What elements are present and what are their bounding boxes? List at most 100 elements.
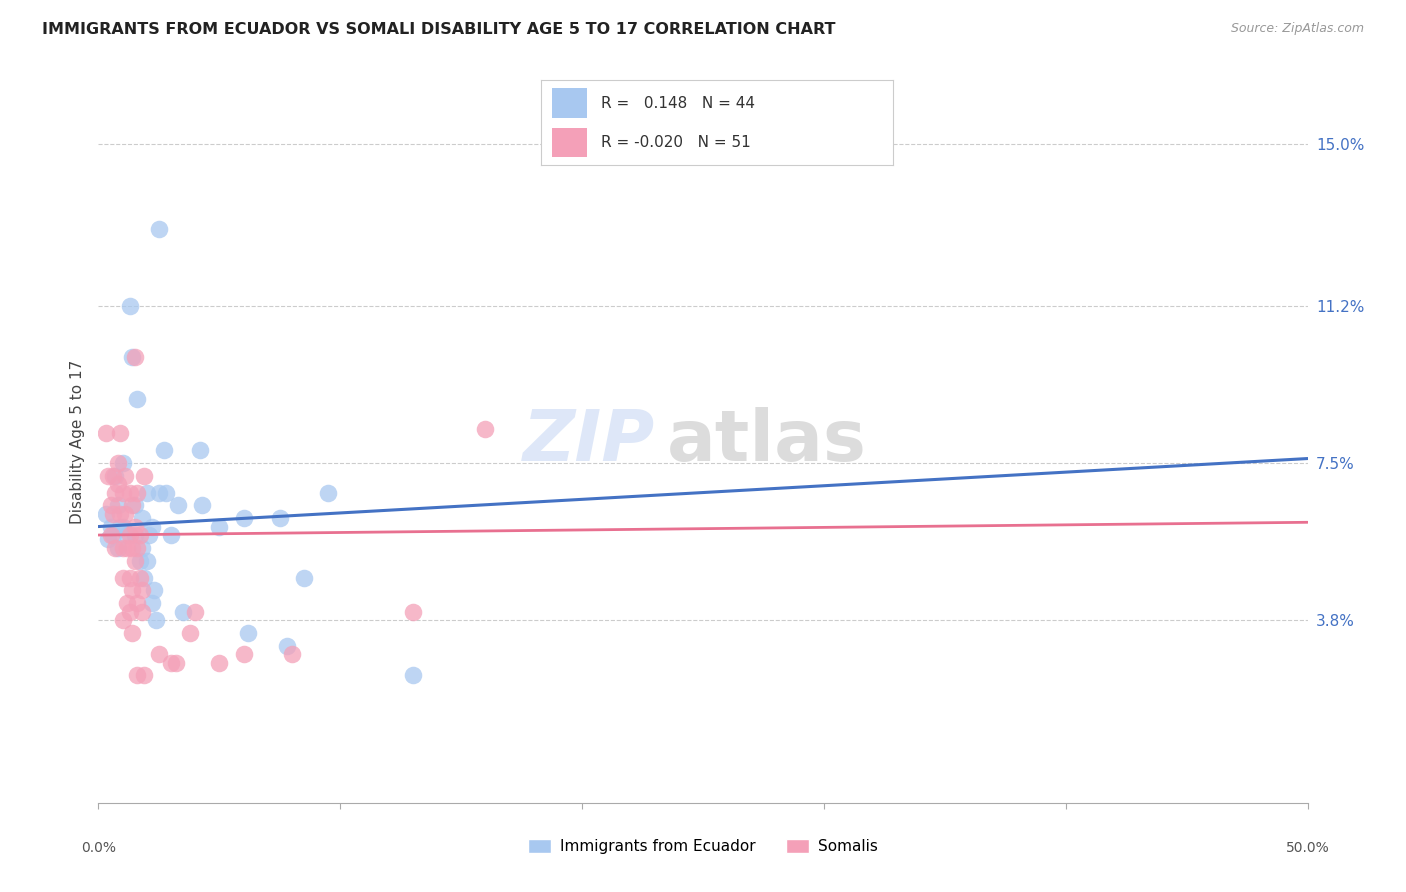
Point (165, 656, 187, 670)
Text: IMMIGRANTS FROM ECUADOR VS SOMALI DISABILITY AGE 5 TO 17 CORRELATION CHART: IMMIGRANTS FROM ECUADOR VS SOMALI DISABI… (42, 22, 835, 37)
Point (100, 528, 122, 542)
Point (114, 468, 136, 483)
Point (402, 668, 425, 682)
Point (131, 583, 153, 598)
Point (107, 498, 129, 512)
Point (118, 299, 141, 313)
Point (402, 605, 425, 619)
Point (121, 498, 143, 512)
Point (148, 222, 170, 236)
Text: ZIP: ZIP (523, 407, 655, 476)
Point (143, 583, 166, 598)
Point (117, 596, 139, 610)
Point (474, 422, 496, 436)
Point (148, 485, 170, 500)
Point (111, 570, 134, 584)
Point (276, 639, 298, 653)
Point (179, 625, 201, 640)
Text: atlas: atlas (666, 407, 866, 476)
Point (316, 485, 339, 500)
Point (124, 498, 146, 512)
Point (148, 647, 170, 661)
Point (172, 605, 194, 619)
Point (114, 507, 136, 521)
Point (188, 443, 211, 458)
Point (121, 541, 143, 555)
Text: 50.0%: 50.0% (1285, 841, 1330, 855)
Point (127, 541, 149, 555)
Point (101, 507, 124, 521)
Point (124, 528, 146, 542)
Point (145, 613, 167, 627)
Y-axis label: Disability Age 5 to 17: Disability Age 5 to 17 (69, 359, 84, 524)
Point (127, 485, 149, 500)
Text: Source: ZipAtlas.com: Source: ZipAtlas.com (1230, 22, 1364, 36)
Point (104, 485, 127, 500)
Text: 0.0%: 0.0% (82, 841, 115, 855)
Point (124, 519, 146, 533)
Point (160, 528, 183, 542)
Point (232, 511, 254, 525)
Point (138, 528, 160, 542)
Point (191, 498, 214, 512)
Point (134, 668, 156, 682)
Point (135, 553, 157, 567)
Point (101, 528, 124, 542)
Point (131, 541, 153, 555)
Point (121, 625, 143, 640)
Text: R = -0.020   N = 51: R = -0.020 N = 51 (602, 135, 751, 150)
Point (118, 605, 141, 619)
FancyBboxPatch shape (551, 128, 588, 157)
Point (131, 605, 153, 619)
Point (107, 541, 129, 555)
Point (107, 477, 129, 491)
Point (238, 625, 260, 640)
Point (111, 613, 134, 627)
Point (124, 350, 146, 364)
Point (131, 511, 153, 525)
Point (108, 507, 131, 521)
Point (281, 647, 304, 661)
Point (104, 541, 127, 555)
Point (121, 583, 143, 598)
Point (100, 519, 122, 533)
Point (108, 425, 131, 440)
Point (118, 570, 141, 584)
Point (184, 605, 207, 619)
Point (134, 570, 156, 584)
Point (141, 519, 163, 533)
Point (111, 485, 134, 500)
Point (232, 647, 254, 661)
Point (101, 468, 124, 483)
Point (134, 468, 156, 483)
Point (100, 498, 122, 512)
Point (107, 456, 129, 470)
Point (124, 553, 146, 567)
Point (117, 528, 139, 542)
Point (94, 507, 117, 521)
Point (118, 528, 141, 542)
Point (128, 528, 150, 542)
Point (108, 519, 131, 533)
Point (160, 656, 183, 670)
Point (167, 498, 190, 512)
Point (128, 553, 150, 567)
Point (127, 596, 149, 610)
Point (127, 392, 149, 406)
Point (128, 570, 150, 584)
Legend: Immigrants from Ecuador, Somalis: Immigrants from Ecuador, Somalis (522, 832, 884, 860)
Point (111, 519, 134, 533)
Point (141, 596, 163, 610)
Point (111, 541, 134, 555)
Point (127, 668, 149, 682)
Text: R =   0.148   N = 44: R = 0.148 N = 44 (602, 95, 755, 111)
Point (155, 485, 177, 500)
Point (97, 468, 120, 483)
Point (208, 656, 231, 670)
Point (152, 443, 174, 458)
FancyBboxPatch shape (551, 88, 588, 118)
Point (135, 485, 157, 500)
Point (94, 425, 117, 440)
Point (104, 468, 127, 483)
Point (111, 456, 134, 470)
